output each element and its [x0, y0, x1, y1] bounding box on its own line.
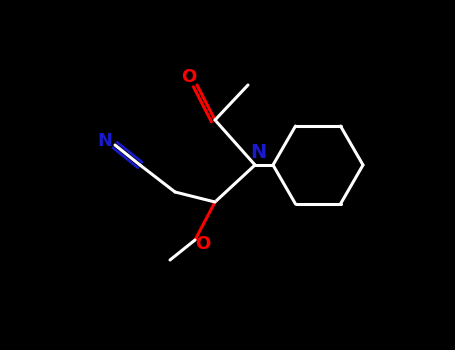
- Text: N: N: [97, 132, 112, 150]
- Text: O: O: [182, 68, 197, 86]
- Text: N: N: [250, 144, 266, 162]
- Text: O: O: [195, 235, 211, 253]
